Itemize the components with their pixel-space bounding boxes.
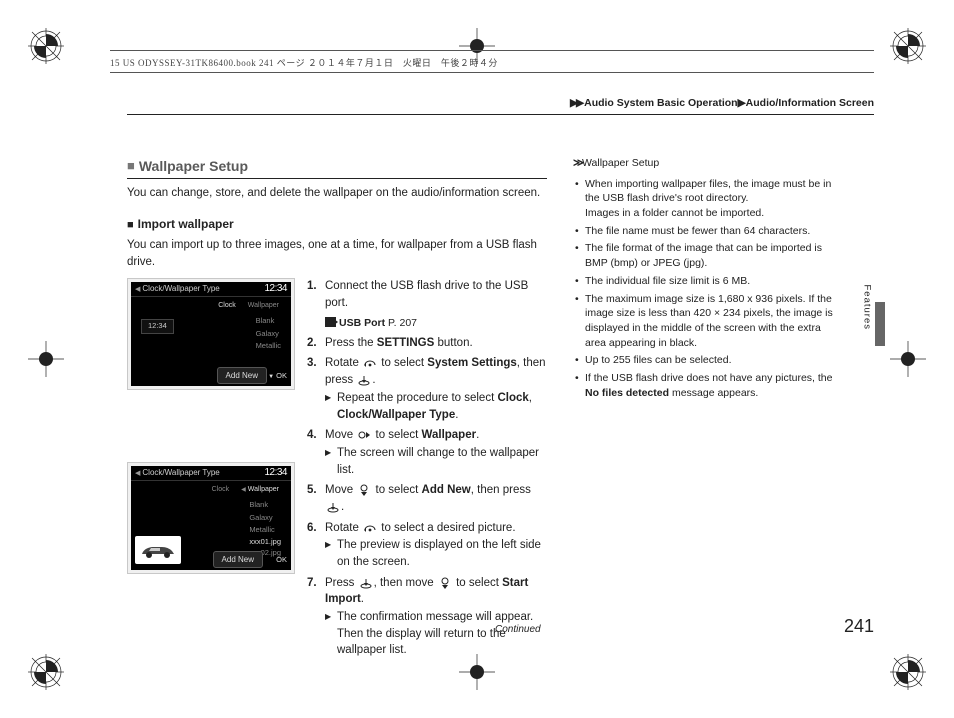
side-notes: ≫Wallpaper Setup When importing wallpape… — [573, 156, 836, 403]
side-note: The file name must be fewer than 64 char… — [573, 224, 836, 239]
shot1-mini-clock: 12:34 — [141, 319, 174, 334]
shot2-add-new-button: Add New — [213, 551, 263, 569]
breadcrumb-page: Audio/Information Screen — [746, 97, 874, 109]
press-button-icon — [359, 577, 373, 589]
breadcrumb-arrows-icon: ▶▶ — [570, 97, 582, 109]
section-intro: You can change, store, and delete the wa… — [127, 185, 547, 202]
shot1-menu-item: Blank — [256, 315, 281, 328]
shot1-menu-item: Metallic — [256, 340, 281, 353]
shot2-menu-item: Blank — [249, 499, 281, 512]
shot2-ok-label: OK — [276, 555, 287, 564]
section-title-text: Wallpaper Setup — [139, 158, 248, 174]
shot2-tab-wallpaper: Wallpaper — [248, 486, 279, 493]
step-4-result: The screen will change to the wallpaper … — [325, 445, 547, 478]
shot1-menu-item: Galaxy — [256, 328, 281, 341]
step-6: Rotate to select a desired picture. The … — [307, 520, 547, 571]
step-7: Press , then move to select Start Import… — [307, 575, 547, 659]
page-number: 241 — [844, 616, 874, 637]
subheading-intro: You can import up to three images, one a… — [127, 237, 547, 270]
shot2-car-thumb-icon — [135, 536, 181, 564]
crop-mark-icon — [890, 654, 926, 690]
step-7-result: The confirmation message will appear. Th… — [325, 609, 547, 659]
rotate-dial-icon — [363, 357, 377, 369]
press-button-icon — [326, 501, 340, 513]
screenshot-2: ◀Clock/Wallpaper Type 12:34 Clock◀ Wallp… — [127, 462, 295, 574]
shot1-add-new-button: Add New — [217, 367, 267, 385]
crop-mark-icon — [28, 654, 64, 690]
square-bullet-icon: ■ — [127, 219, 134, 231]
shot1-ok-label: OK — [276, 371, 287, 380]
rotate-dial-icon — [363, 522, 377, 534]
subheading: ■ Import wallpaper — [127, 216, 547, 234]
step-5: Move to select Add New, then press . — [307, 482, 547, 515]
doc-filename: 15 US ODYSSEY-31TK86400.book 241 ページ ２０１… — [110, 58, 498, 68]
side-arrows-icon: ≫ — [573, 157, 581, 169]
doc-filename-bar: 15 US ODYSSEY-31TK86400.book 241 ページ ２０１… — [110, 50, 874, 73]
shot2-menu-item: xxx01.jpg — [249, 537, 281, 548]
breadcrumb: ▶▶Audio System Basic Operation▶Audio/Inf… — [570, 97, 874, 109]
crop-cross-icon — [28, 341, 64, 377]
side-note: If the USB flash drive does not have any… — [573, 371, 836, 400]
side-note: When importing wallpaper files, the imag… — [573, 177, 836, 221]
step-6-result: The preview is displayed on the left sid… — [325, 537, 547, 570]
crop-cross-icon — [890, 341, 926, 377]
step-3: Rotate to select System Settings, then p… — [307, 355, 547, 423]
side-note: The individual file size limit is 6 MB. — [573, 274, 836, 289]
step-3-result: Repeat the procedure to select Clock, Cl… — [325, 390, 547, 423]
shot1-title: Clock/Wallpaper Type — [142, 284, 219, 293]
shot1-tab-clock: Clock — [218, 301, 236, 311]
back-triangle-icon: ◀ — [135, 286, 140, 293]
xref-icon — [325, 317, 336, 327]
breadcrumb-arrow-icon: ▶ — [738, 97, 746, 109]
step-2: Press the SETTINGS button. — [307, 335, 547, 352]
procedure-list: Connect the USB flash drive to the USB p… — [307, 278, 547, 659]
move-down-icon — [357, 484, 371, 496]
shot2-title: Clock/Wallpaper Type — [142, 468, 219, 477]
shot1-clock: 12:34 — [264, 282, 287, 296]
move-down-icon — [438, 577, 452, 589]
section-tab-bar — [875, 302, 885, 346]
side-notes-list: When importing wallpaper files, the imag… — [573, 177, 836, 401]
screenshot-1: ◀Clock/Wallpaper Type 12:34 Clock Wallpap… — [127, 278, 295, 390]
shot1-tab-wallpaper: Wallpaper — [248, 301, 279, 311]
shot2-tab-clock: Clock — [212, 485, 230, 495]
section-title: ■ Wallpaper Setup — [127, 156, 547, 179]
xref-usb-port: USB Port P. 207 — [325, 316, 547, 331]
move-right-icon — [357, 429, 371, 441]
side-notes-header: ≫Wallpaper Setup — [573, 156, 836, 171]
square-bullet-icon: ■ — [127, 158, 135, 173]
crop-mark-icon — [28, 28, 64, 64]
main-content: ■ Wallpaper Setup You can change, store, … — [127, 156, 547, 663]
step-4: Move to select Wallpaper. The screen wil… — [307, 427, 547, 478]
shot2-menu-item: Metallic — [249, 524, 281, 537]
step-1: Connect the USB flash drive to the USB p… — [307, 278, 547, 331]
press-button-icon — [357, 374, 371, 386]
breadcrumb-section: Audio System Basic Operation — [584, 97, 737, 109]
side-note: The maximum image size is 1,680 x 936 pi… — [573, 292, 836, 351]
back-triangle-icon: ◀ — [135, 470, 140, 477]
crop-mark-icon — [890, 28, 926, 64]
side-note: The file format of the image that can be… — [573, 241, 836, 270]
breadcrumb-divider — [127, 114, 874, 115]
subheading-text: Import wallpaper — [138, 217, 234, 231]
side-note: Up to 255 files can be selected. — [573, 353, 836, 368]
shot2-menu-item: Galaxy — [249, 512, 281, 525]
section-tab-label: Features — [861, 285, 872, 331]
shot2-clock: 12:34 — [264, 466, 287, 480]
